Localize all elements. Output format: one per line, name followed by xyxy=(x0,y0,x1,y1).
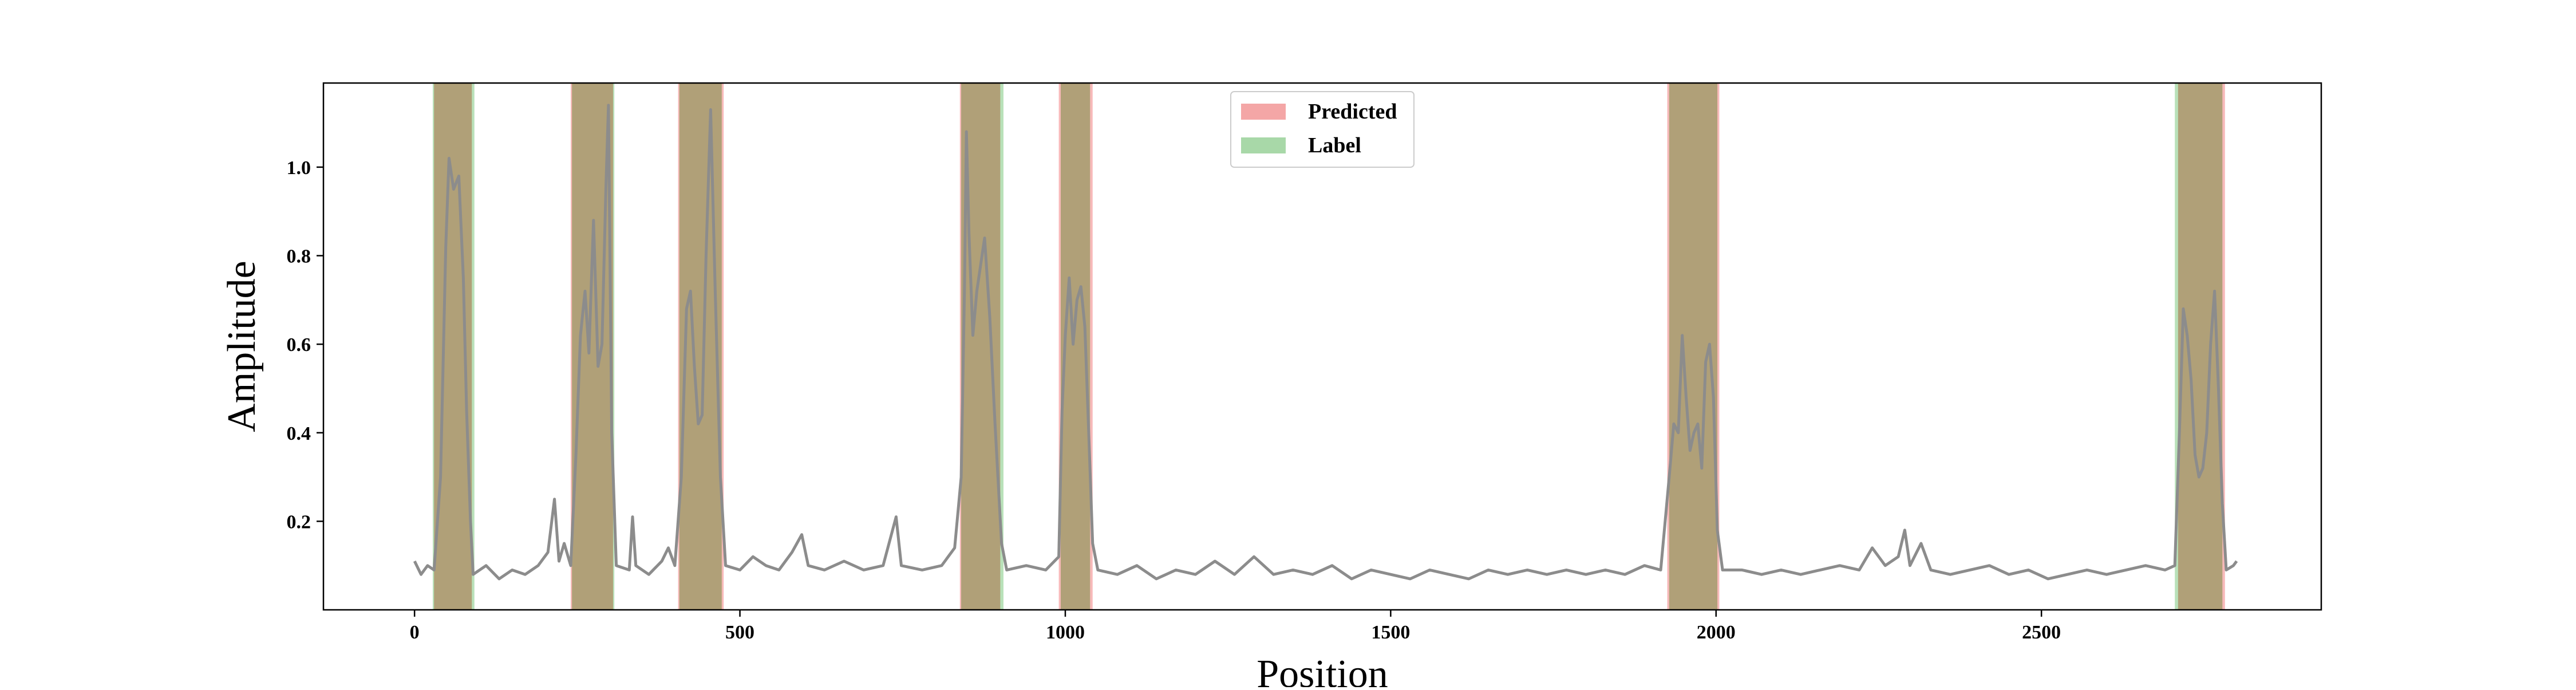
x-tick-label: 500 xyxy=(725,622,754,643)
overlap-region-6 xyxy=(2178,83,2223,610)
legend-swatch-predicted xyxy=(1241,104,1286,120)
x-tick-label: 1000 xyxy=(1046,622,1085,643)
x-axis-title: Position xyxy=(1257,652,1388,687)
y-axis: 0.2 0.4 0.6 0.8 1.0 xyxy=(287,157,323,533)
legend-swatch-label xyxy=(1241,137,1286,153)
plot-frame xyxy=(322,82,2322,611)
legend-label-predicted: Predicted xyxy=(1308,100,1397,124)
y-tick-label: 1.0 xyxy=(287,157,311,179)
x-tick-label: 2000 xyxy=(1697,622,1736,643)
signal-layer xyxy=(413,104,2238,581)
y-axis-title: Amplitude xyxy=(220,261,264,432)
y-tick-label: 0.6 xyxy=(287,334,311,356)
x-tick-label: 2500 xyxy=(2022,622,2061,643)
signal-line xyxy=(413,104,2238,581)
y-tick-label: 0.2 xyxy=(287,511,311,533)
x-tick-label: 1500 xyxy=(1371,622,1410,643)
x-axis: 0 500 1000 1500 2000 2500 xyxy=(410,610,2061,643)
y-tick-label: 0.8 xyxy=(287,246,311,267)
legend-label-label: Label xyxy=(1308,133,1361,157)
x-tick-label: 0 xyxy=(410,622,420,643)
legend: Predicted Label xyxy=(1230,91,1415,168)
y-tick-label: 0.4 xyxy=(287,423,311,444)
